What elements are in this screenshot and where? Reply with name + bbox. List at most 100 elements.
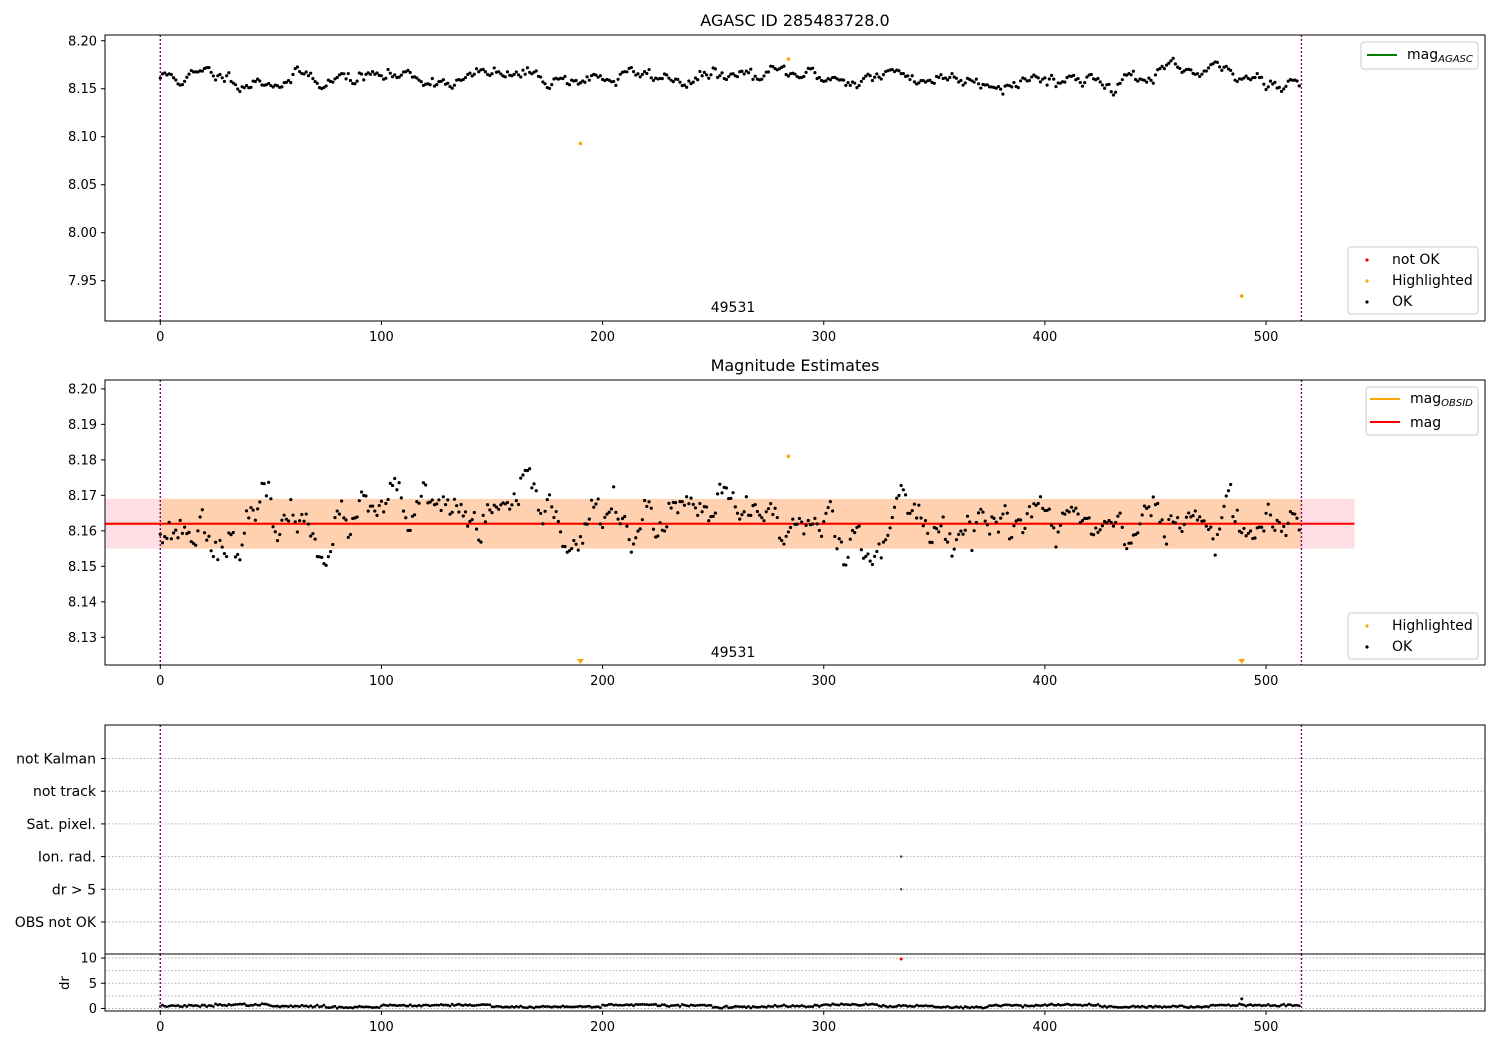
ok-point [346, 71, 350, 76]
ok-point [393, 476, 397, 481]
dr-point [815, 1003, 819, 1007]
ok-point [1242, 526, 1246, 531]
ok-point [943, 537, 947, 541]
highlighted-point [1239, 294, 1244, 298]
ok-point [311, 76, 315, 81]
dr-point [921, 1004, 925, 1008]
ok-point [514, 70, 518, 74]
ok-point [704, 73, 709, 77]
dr-point [972, 1006, 976, 1009]
dr-point [904, 1004, 907, 1007]
y-tick-label: 0 [89, 1002, 97, 1017]
ok-point [1056, 530, 1060, 534]
ok-point [242, 86, 246, 90]
dr-point [397, 1003, 401, 1007]
ok-point [1078, 520, 1082, 525]
dr-point [1012, 1003, 1016, 1007]
dr-point [992, 1003, 996, 1007]
ok-point [735, 75, 740, 79]
ok-point [709, 73, 713, 77]
ok-point [660, 76, 664, 81]
ok-point [554, 509, 558, 514]
dr-point [236, 1002, 240, 1006]
dr-point [935, 1005, 938, 1009]
dr-point [1047, 1003, 1051, 1007]
dr-point [1264, 1004, 1268, 1007]
x-tick-label: 500 [1254, 1020, 1279, 1035]
dr-point [338, 1005, 341, 1009]
dr-point [1058, 1003, 1062, 1007]
dr-point [638, 1003, 642, 1006]
dr-outlier-point [1240, 997, 1244, 1001]
ok-point [884, 538, 888, 542]
dr-point [702, 1003, 706, 1007]
legend-marker-ok [1365, 645, 1369, 649]
panel-1-title: AGASC ID 285483728.0 [700, 11, 889, 30]
ok-point [1091, 533, 1096, 537]
ok-point [678, 80, 682, 84]
ok-point [539, 75, 543, 79]
dr-point [851, 1002, 854, 1006]
ok-point [300, 512, 304, 517]
dr-point [377, 1006, 381, 1009]
ok-point [979, 507, 983, 511]
dr-point [676, 1003, 680, 1007]
ok-point [1195, 72, 1200, 76]
ok-point [377, 503, 381, 508]
dr-point [1134, 1005, 1137, 1009]
ok-point [751, 77, 755, 81]
ok-point [1147, 505, 1151, 509]
dr-point [806, 1005, 810, 1009]
x-tick-label: 500 [1254, 330, 1279, 345]
legend-marker-ok [1365, 300, 1369, 304]
ok-point [441, 495, 445, 499]
dr-point [729, 1006, 733, 1009]
dr-point [218, 1002, 222, 1006]
dr-point [871, 1002, 874, 1006]
dr-point [475, 1003, 478, 1007]
ok-point [1284, 533, 1288, 538]
ok-point [638, 75, 642, 79]
ok-point [682, 503, 687, 507]
dr-point [767, 1004, 770, 1008]
ok-point [835, 547, 839, 551]
ok-point [1231, 515, 1235, 519]
ok-point [791, 517, 795, 521]
ok-point [890, 67, 894, 72]
ok-point [1202, 519, 1206, 523]
dr-point [882, 1003, 885, 1007]
ok-point [342, 72, 346, 76]
dr-point [510, 1005, 514, 1008]
ok-point [1187, 511, 1191, 515]
x-tick-label: 0 [156, 674, 164, 689]
ok-point [689, 496, 693, 500]
dr-point [300, 1003, 304, 1007]
dr-point [1176, 1005, 1179, 1009]
ok-point [1264, 511, 1268, 515]
ok-point [1145, 80, 1149, 84]
ok-point [446, 498, 450, 502]
flags-panel: not Kalman not track Sat. pixel. Ion. rad. d… [15, 724, 1486, 955]
dr-point [786, 1005, 790, 1009]
dr-point [227, 1003, 231, 1006]
dr-point [709, 1003, 713, 1007]
ok-point [572, 538, 576, 543]
ok-point [1107, 82, 1111, 86]
x-tick-label: 300 [811, 674, 836, 689]
ok-point [298, 70, 302, 74]
ok-point [521, 68, 525, 72]
ok-point [1231, 72, 1235, 76]
x-tick-label: 300 [811, 330, 836, 345]
ok-point [817, 75, 821, 80]
ok-point [231, 530, 235, 535]
dr-point [282, 1004, 286, 1008]
dr-point [1158, 1005, 1162, 1008]
ok-point [948, 532, 952, 536]
dr-point [720, 1006, 724, 1010]
ok-point [558, 530, 563, 534]
dr-point [307, 1005, 310, 1009]
ok-point [324, 84, 328, 88]
dr-point [707, 1003, 711, 1007]
ok-point [1023, 77, 1027, 81]
ok-point [813, 70, 817, 75]
